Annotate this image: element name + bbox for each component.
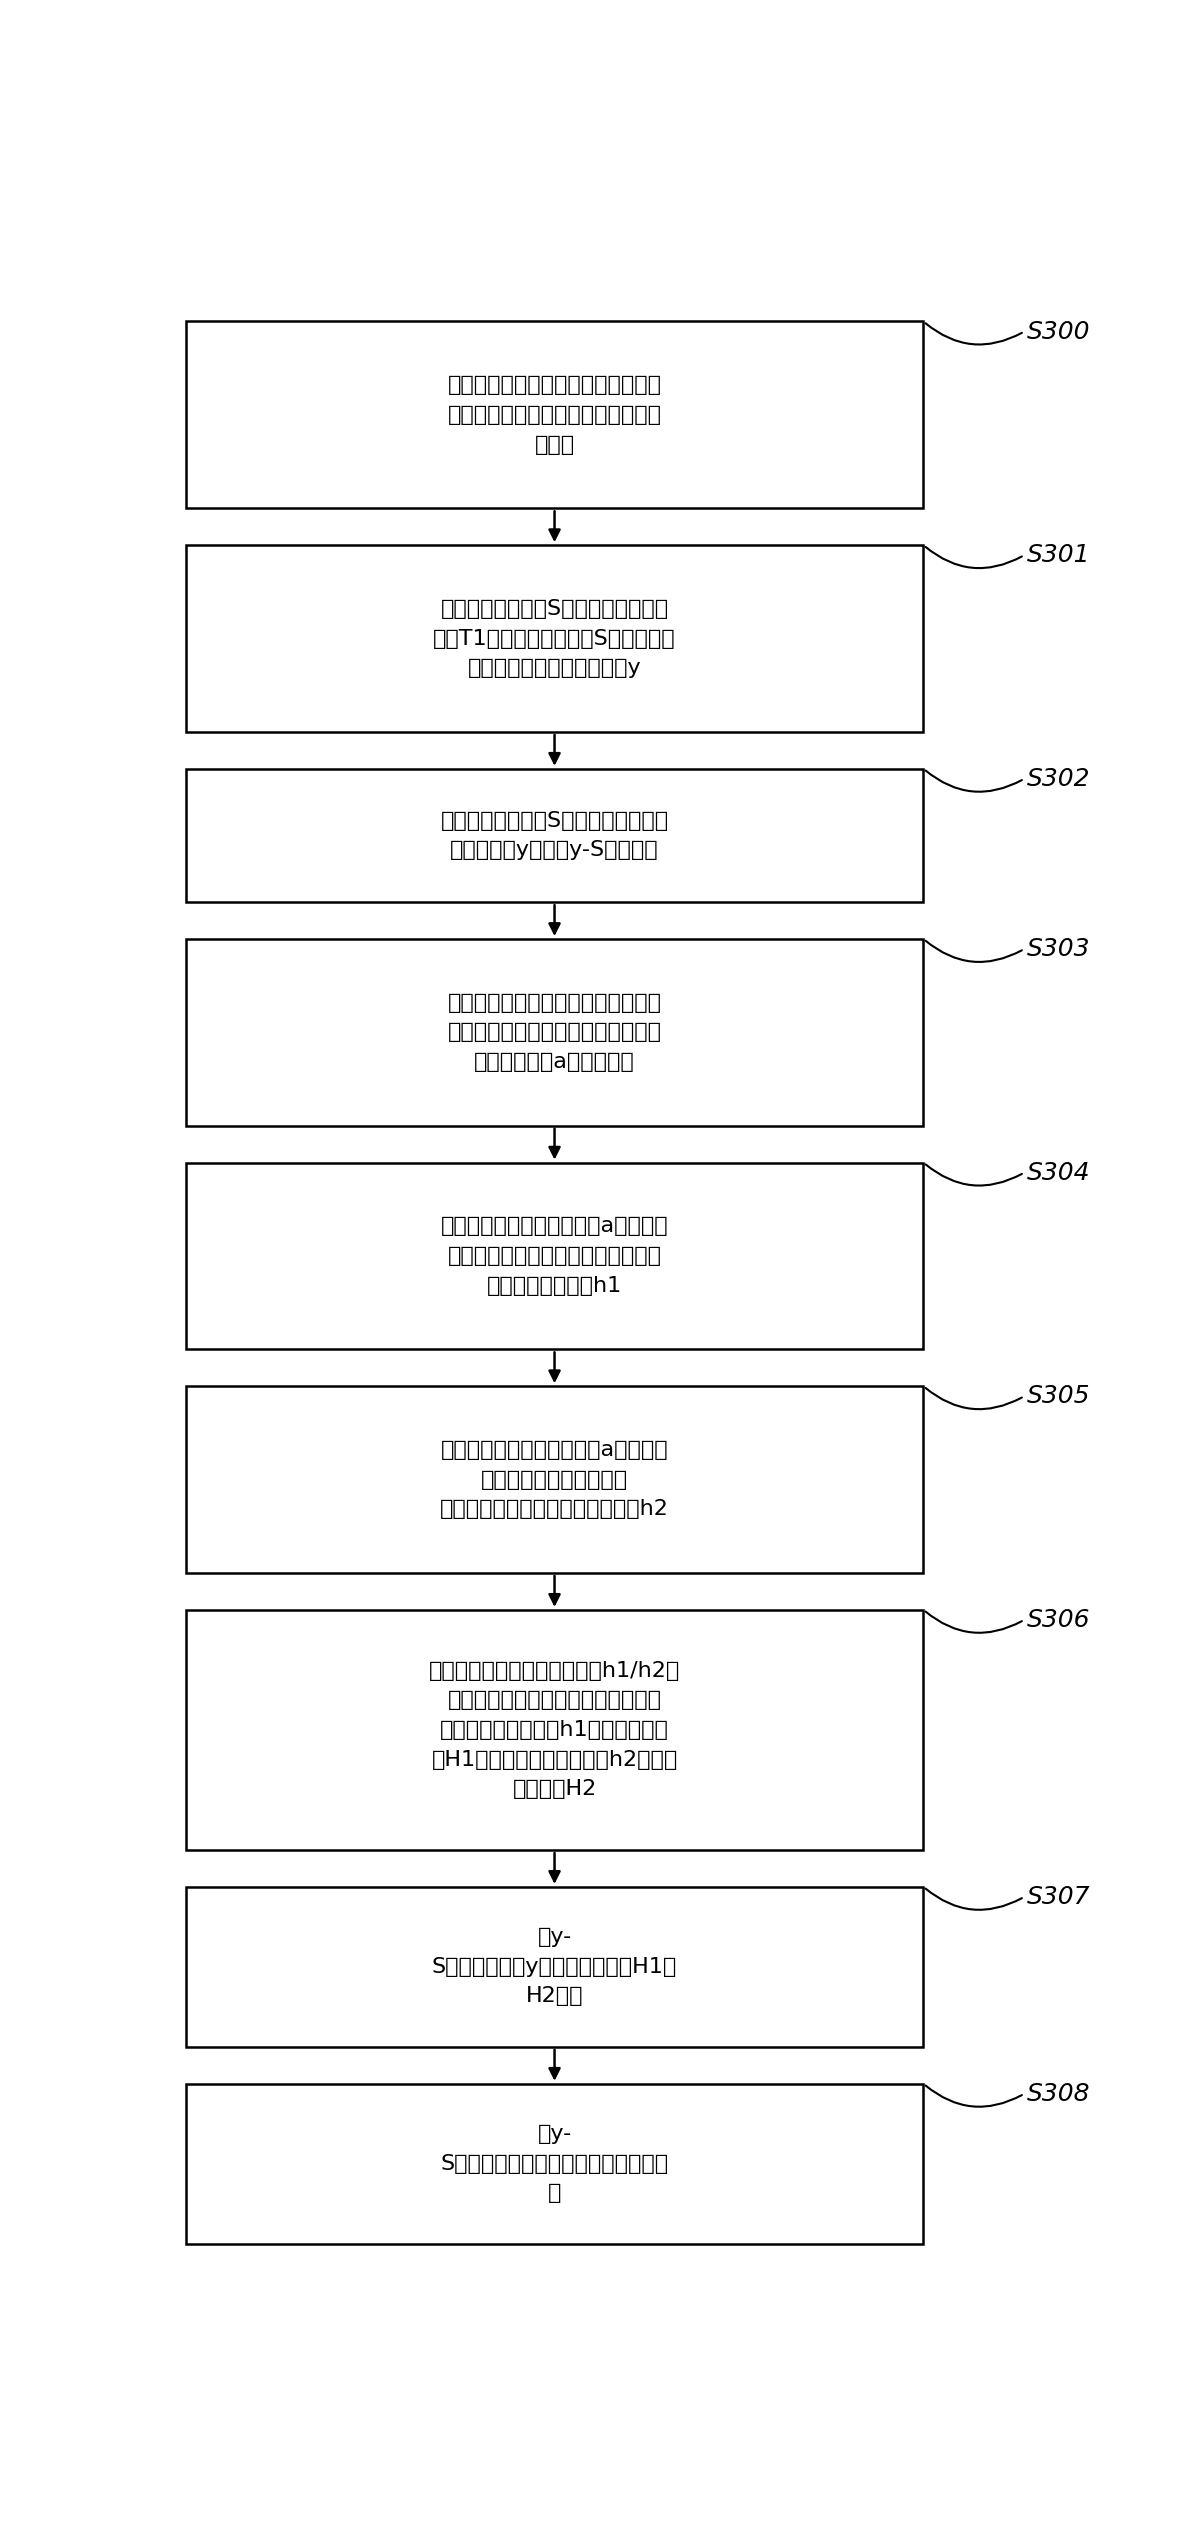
Text: S304: S304	[1027, 1161, 1090, 1184]
Text: S301: S301	[1027, 544, 1090, 566]
Text: 使红外辐射测量仪指向背景均匀的天
空，记录指向天空时，红外辐射测量
仪的指向角度a和测量数据: 使红外辐射测量仪指向背景均匀的天 空，记录指向天空时，红外辐射测量 仪的指向角度…	[447, 993, 662, 1072]
Text: 绘制光阑通光面积S与红外辐射测量仪
的测量数据y之间的y-S关系曲线: 绘制光阑通光面积S与红外辐射测量仪 的测量数据y之间的y-S关系曲线	[440, 810, 669, 861]
Text: S302: S302	[1027, 767, 1090, 790]
Bar	[186, 770, 923, 902]
Text: S307: S307	[1027, 1885, 1090, 1908]
Bar	[186, 1163, 923, 1349]
Text: 根据获得的标准光谱辐射数据h1/h2和
红外辐射测量仪的光谱响应范围，得
到标准光谱辐射数据h1的等效辐射强
度H1，和标准光谱辐射数据h2的等效
辐射强度H2: 根据获得的标准光谱辐射数据h1/h2和 红外辐射测量仪的光谱响应范围，得 到标准…	[428, 1661, 681, 1798]
Bar	[186, 2083, 923, 2243]
Text: S308: S308	[1027, 2083, 1090, 2106]
Text: 调整反射镜和黑体的工作角度，在红
外辐射测量仪瞄准黑体时固定反射镜
和黑体: 调整反射镜和黑体的工作角度，在红 外辐射测量仪瞄准黑体时固定反射镜 和黑体	[447, 376, 662, 455]
Bar	[186, 1610, 923, 1849]
Bar	[186, 1887, 923, 2047]
Bar	[186, 1387, 923, 1572]
Text: S306: S306	[1027, 1608, 1090, 1631]
Text: 将y-
S关系曲线的横坐标改写成辐射强度单
位: 将y- S关系曲线的横坐标改写成辐射强度单 位	[440, 2123, 669, 2202]
Bar	[186, 546, 923, 732]
Bar	[186, 323, 923, 508]
Text: 使用光谱辐射计在指向角度a下与红外
辐射测量仪同步测量另一
同一天空，获得标准光谱辐射数据h2: 使用光谱辐射计在指向角度a下与红外 辐射测量仪同步测量另一 同一天空，获得标准光…	[440, 1440, 669, 1519]
Text: 使用光谱辐射计在指向角度a下与红外
辐射测量仪同步测量同一天空，获得
标准光谱辐射数据h1: 使用光谱辐射计在指向角度a下与红外 辐射测量仪同步测量同一天空，获得 标准光谱辐…	[440, 1217, 669, 1295]
Text: S305: S305	[1027, 1384, 1090, 1407]
Bar	[186, 940, 923, 1125]
Text: 在y-
S关系曲线对应y值的横轴上标注H1和
H2数值: 在y- S关系曲线对应y值的横轴上标注H1和 H2数值	[432, 1928, 677, 2007]
Text: 调整光阑通光面积S，记录在所黑体温
度为T1时，不同通光面积S分别对应的
红外辐射测量仪的测量数据y: 调整光阑通光面积S，记录在所黑体温 度为T1时，不同通光面积S分别对应的 红外辐…	[433, 599, 676, 678]
Text: S303: S303	[1027, 937, 1090, 960]
Text: S300: S300	[1027, 320, 1090, 343]
